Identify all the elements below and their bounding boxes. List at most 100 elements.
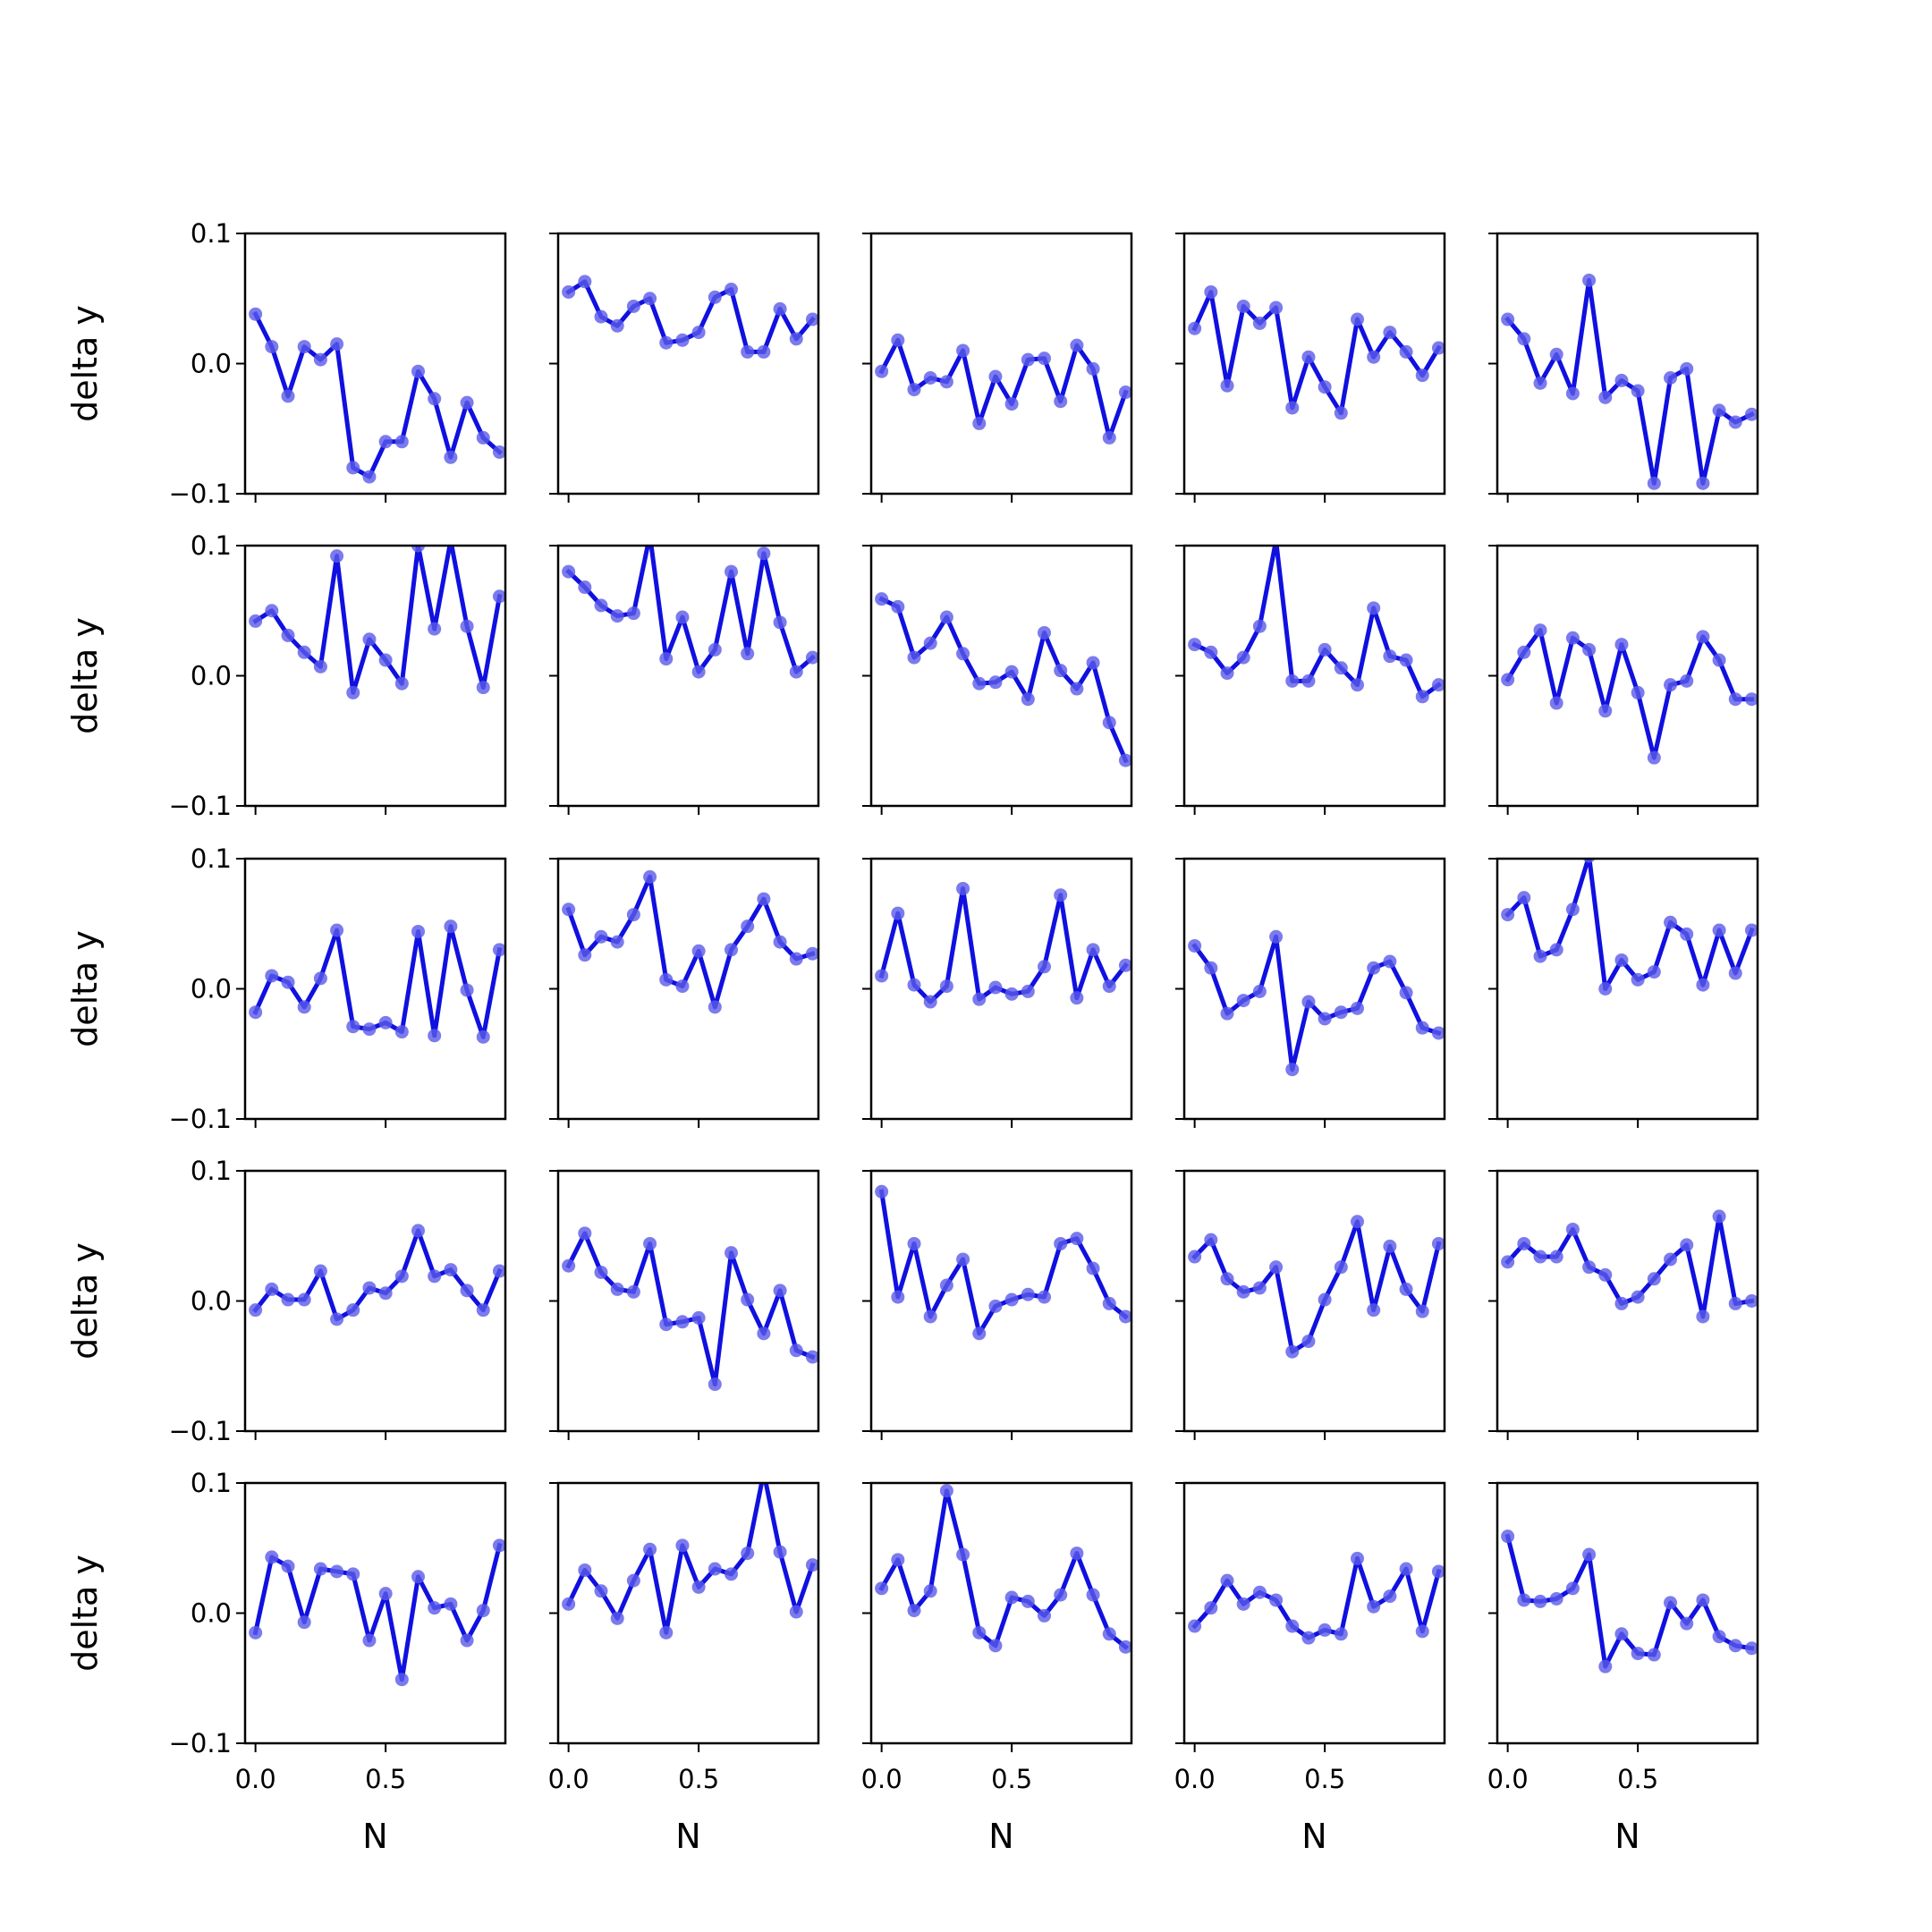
panel-r3c1: −0.1 0.0 0.1 delta y xyxy=(65,843,507,1134)
data-point xyxy=(578,275,592,289)
data-point xyxy=(1285,1063,1300,1077)
data-point xyxy=(1680,1238,1694,1252)
data-point xyxy=(428,1601,442,1615)
data-point xyxy=(1501,1255,1515,1269)
data-point xyxy=(1517,645,1531,659)
data-point xyxy=(428,392,442,406)
data-point xyxy=(956,881,970,895)
data-point xyxy=(1383,1589,1397,1604)
data-point xyxy=(1728,966,1742,980)
y-tick-label: 0.1 xyxy=(191,1156,232,1186)
x-tick-label: 0.5 xyxy=(1304,1764,1345,1794)
data-point xyxy=(1549,347,1563,361)
data-point xyxy=(1744,923,1758,937)
panel-r3c4 xyxy=(1175,857,1446,1128)
data-point xyxy=(1728,692,1742,707)
data-point xyxy=(1038,625,1052,640)
series-line xyxy=(1191,289,1442,416)
data-point xyxy=(773,1545,787,1559)
data-point xyxy=(1269,929,1284,944)
x-axis-label: N xyxy=(362,1817,387,1856)
data-point xyxy=(476,1030,490,1044)
data-point xyxy=(578,1563,592,1577)
data-point xyxy=(492,445,505,459)
series-line xyxy=(1504,1214,1755,1319)
data-point xyxy=(313,1264,327,1278)
data-point xyxy=(1582,273,1597,287)
data-point xyxy=(594,929,608,944)
data-point xyxy=(1744,407,1758,421)
data-point xyxy=(1712,1209,1726,1224)
data-point xyxy=(1021,1594,1035,1608)
y-tick-label: 0.0 xyxy=(191,661,232,691)
data-point xyxy=(313,659,327,674)
data-point xyxy=(1533,1594,1547,1608)
series-line xyxy=(1504,628,1754,760)
series-group xyxy=(1501,859,1758,996)
series-group xyxy=(562,546,818,679)
series-group xyxy=(875,592,1131,767)
data-point xyxy=(1533,623,1547,638)
series-line xyxy=(565,1231,816,1387)
panel-r4c4 xyxy=(1175,1169,1446,1440)
data-point xyxy=(362,1022,377,1037)
series-group xyxy=(562,869,818,1014)
data-point xyxy=(691,1310,706,1325)
data-point xyxy=(610,318,624,333)
data-point xyxy=(1712,923,1726,937)
data-point xyxy=(741,344,755,359)
data-point xyxy=(1038,960,1052,974)
data-point xyxy=(1614,1296,1629,1310)
data-point xyxy=(1744,1641,1758,1656)
data-point xyxy=(875,969,889,983)
data-point xyxy=(773,935,787,949)
data-point xyxy=(1582,1547,1597,1562)
y-tick-label: 0.1 xyxy=(191,1468,232,1498)
data-point xyxy=(1598,390,1613,404)
data-point xyxy=(394,1673,409,1687)
data-point xyxy=(1220,1272,1234,1286)
data-point xyxy=(708,1377,722,1392)
data-point xyxy=(594,598,608,613)
data-point xyxy=(428,1269,442,1284)
data-point xyxy=(956,343,970,358)
data-point xyxy=(1351,1001,1365,1015)
data-point xyxy=(460,619,474,633)
data-point xyxy=(265,969,279,983)
data-point xyxy=(1351,1215,1365,1229)
data-point xyxy=(313,1562,327,1576)
data-point xyxy=(1680,361,1694,376)
data-point xyxy=(659,972,674,987)
data-point xyxy=(1004,665,1019,679)
data-point xyxy=(362,1633,377,1648)
data-point xyxy=(1118,1309,1131,1324)
series-group xyxy=(875,1484,1131,1654)
data-point xyxy=(626,606,640,621)
data-point xyxy=(1102,1627,1116,1641)
data-point xyxy=(1334,661,1348,675)
data-point xyxy=(1680,927,1694,941)
series-group xyxy=(1501,623,1758,765)
data-point xyxy=(1204,1233,1218,1247)
data-point xyxy=(1744,1294,1758,1308)
data-point xyxy=(460,1633,474,1648)
data-point xyxy=(1696,476,1710,490)
data-point xyxy=(1631,972,1645,987)
data-point xyxy=(1664,678,1678,692)
data-point xyxy=(1054,664,1068,678)
data-point xyxy=(444,1263,458,1277)
data-point xyxy=(1021,1287,1035,1301)
data-point xyxy=(659,1625,674,1640)
data-point xyxy=(988,369,1003,384)
data-point xyxy=(362,1281,377,1295)
data-point xyxy=(1102,716,1116,730)
data-point xyxy=(1517,1236,1531,1250)
data-point xyxy=(281,389,295,403)
data-point xyxy=(691,665,706,679)
data-point xyxy=(1399,344,1413,359)
y-axis-label: delta y xyxy=(65,305,105,422)
series-line xyxy=(1191,934,1442,1072)
data-point xyxy=(1680,674,1694,688)
data-point xyxy=(1070,1232,1084,1246)
series-line xyxy=(565,546,816,674)
